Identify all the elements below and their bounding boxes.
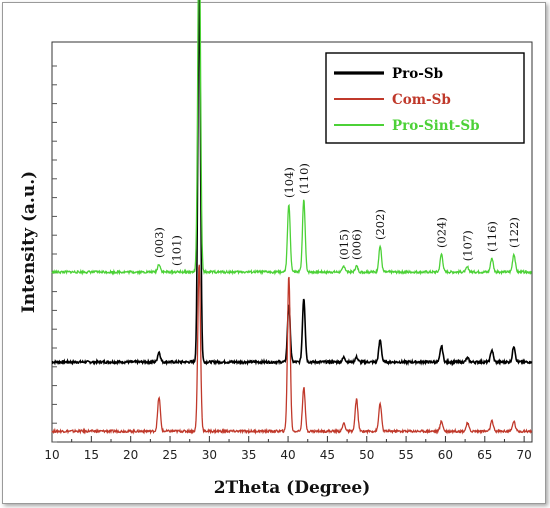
peak-label: (107) (460, 230, 474, 261)
series-line-com-sb (51, 264, 533, 435)
x-tick-label: 15 (84, 448, 99, 462)
plot-area (51, 41, 533, 443)
x-tick-label: 25 (162, 448, 177, 462)
x-tick-label: 10 (44, 448, 59, 462)
legend-label: Pro-Sint-Sb (392, 118, 480, 134)
x-tick-label: 30 (202, 448, 217, 462)
x-tick-label: 40 (280, 448, 295, 462)
peak-label: (015) (337, 229, 351, 260)
peak-label: (024) (435, 217, 449, 248)
peak-label: (003) (152, 227, 166, 258)
peak-label: (110) (297, 163, 311, 194)
peak-label: (104) (282, 167, 296, 198)
x-tick-label: 45 (320, 448, 335, 462)
peak-label: (116) (485, 221, 499, 252)
y-axis (52, 65, 57, 443)
x-tick-label: 65 (477, 448, 492, 462)
peak-label: (202) (373, 209, 387, 240)
x-tick-label: 60 (438, 448, 453, 462)
x-axis: 10 15 20 25 30 35 40 45 50 55 60 65 70 (44, 436, 532, 462)
x-axis-title: 2Theta (Degree) (214, 478, 371, 498)
peak-annotations: (003)(101)(012)(104)(110)(015)(006)(202)… (152, 163, 521, 266)
legend: Pro-Sb Com-Sb Pro-Sint-Sb (325, 52, 525, 144)
series-line-pro-sint-sb (51, 0, 533, 276)
x-tick-label: 55 (398, 448, 413, 462)
x-tick-label: 50 (359, 448, 374, 462)
peak-label: (006) (350, 229, 364, 260)
x-tick-label: 70 (516, 448, 531, 462)
legend-label: Pro-Sb (392, 66, 443, 82)
x-tick-label: 35 (241, 448, 256, 462)
y-axis-title: Intensity (a.u.) (19, 171, 39, 313)
series-line-pro-sb (51, 0, 533, 367)
peak-label: (101) (169, 235, 183, 266)
legend-label: Com-Sb (392, 92, 451, 108)
series-lines (51, 0, 533, 435)
peak-label: (122) (507, 217, 521, 248)
x-tick-label: 20 (123, 448, 138, 462)
